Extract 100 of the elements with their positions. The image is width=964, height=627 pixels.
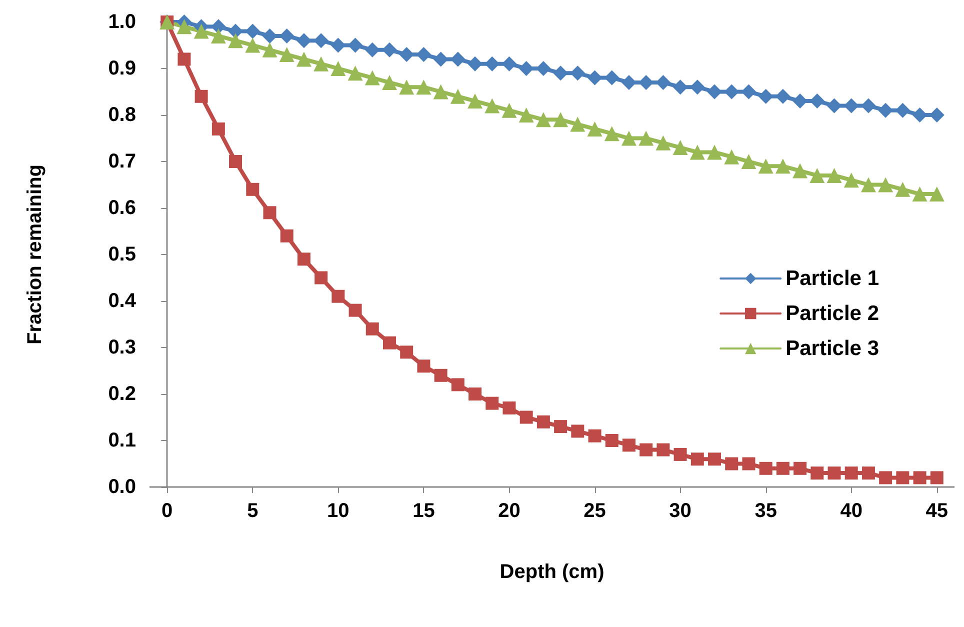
point [364, 70, 380, 86]
x-tick-label: 5 [247, 500, 258, 522]
point [366, 322, 379, 336]
point [759, 462, 772, 475]
point [262, 28, 278, 44]
point [194, 90, 208, 103]
point [826, 168, 842, 183]
point [587, 121, 602, 136]
point [810, 94, 825, 109]
point [724, 84, 740, 100]
point [468, 56, 483, 72]
point [468, 94, 483, 109]
point [860, 98, 876, 114]
point [279, 47, 294, 62]
y-tick-label: 0.5 [108, 244, 136, 266]
point [741, 154, 756, 169]
point [502, 56, 517, 72]
point [896, 471, 910, 484]
point [484, 56, 500, 72]
y-tick-label: 0.1 [108, 430, 136, 452]
point [758, 88, 774, 104]
point [364, 42, 380, 58]
point [860, 177, 876, 192]
point [741, 84, 756, 100]
point [228, 33, 244, 48]
point [553, 112, 568, 128]
point [518, 108, 534, 122]
y-tick-label: 0.6 [108, 197, 136, 219]
point [520, 410, 533, 424]
point [212, 122, 225, 136]
x-tick-label: 20 [498, 500, 520, 522]
point [536, 415, 550, 428]
point [382, 74, 397, 90]
point [536, 112, 551, 128]
point [929, 186, 944, 202]
point [672, 80, 688, 95]
point [912, 108, 928, 122]
point [417, 360, 430, 373]
point [690, 80, 705, 95]
point [878, 177, 894, 192]
point [588, 429, 602, 442]
point [451, 378, 464, 392]
point [725, 457, 738, 470]
x-tick-label: 45 [926, 500, 948, 522]
point [621, 74, 636, 90]
point [279, 28, 294, 44]
point [638, 130, 654, 146]
point [605, 434, 618, 447]
point [314, 271, 328, 284]
legend-label: Particle 3 [786, 337, 880, 360]
y-tick-label: 0.9 [108, 58, 136, 80]
point [724, 149, 740, 164]
x-tick-label: 35 [754, 500, 777, 522]
point [450, 52, 466, 67]
y-tick-label: 0.3 [108, 336, 136, 358]
point [332, 290, 345, 303]
point [348, 304, 362, 317]
point [913, 471, 926, 484]
point [434, 368, 448, 382]
point [330, 61, 346, 76]
point [176, 19, 192, 34]
point [262, 42, 278, 58]
point [348, 66, 363, 81]
point [674, 448, 687, 461]
point [828, 466, 841, 480]
point [296, 33, 312, 48]
point [210, 19, 226, 34]
point [468, 388, 482, 400]
point [672, 140, 688, 156]
point [742, 457, 756, 470]
y-tick-label: 0.8 [108, 104, 136, 126]
y-axis-title: Fraction remaining [24, 164, 46, 345]
y-tick-label: 0.7 [108, 150, 136, 172]
point [570, 66, 586, 81]
point [844, 466, 858, 480]
point [640, 443, 653, 456]
point [348, 38, 363, 53]
point [553, 66, 568, 81]
point [776, 462, 790, 475]
point [502, 102, 517, 118]
y-tick-label: 0.4 [108, 290, 137, 312]
x-tick-label: 15 [412, 500, 435, 522]
point [587, 70, 602, 86]
point [416, 47, 432, 62]
point [518, 61, 534, 76]
point [178, 52, 191, 66]
point [708, 452, 722, 466]
point [810, 466, 824, 480]
point [775, 158, 790, 174]
point [656, 443, 670, 456]
point [690, 452, 704, 466]
point [245, 38, 260, 53]
point [656, 135, 671, 150]
point [296, 52, 312, 67]
y-tick-label: 0.0 [108, 476, 136, 498]
point [194, 24, 209, 39]
point [330, 38, 346, 53]
point [844, 172, 859, 188]
point [571, 424, 584, 438]
point [930, 471, 944, 484]
